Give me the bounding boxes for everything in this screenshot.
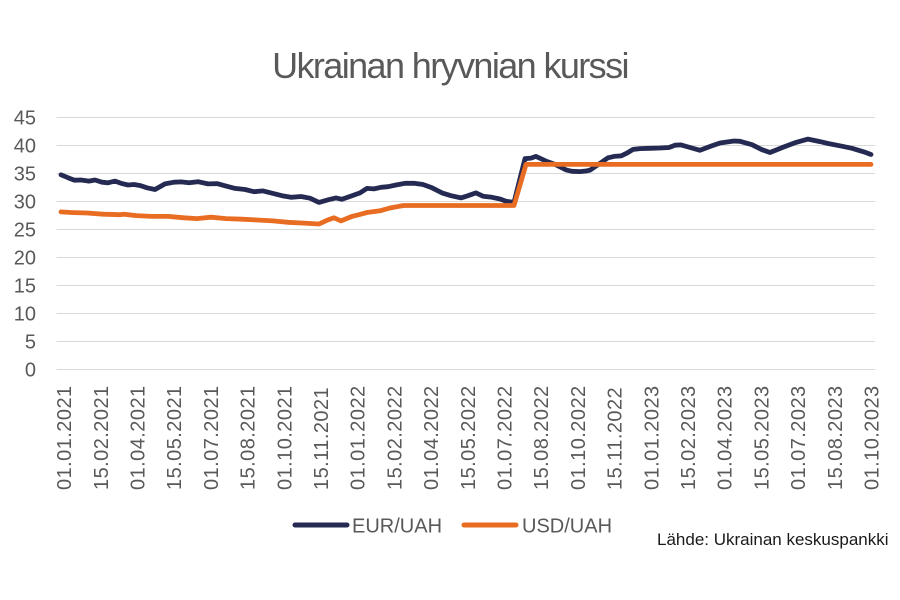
svg-text:15.05.2021: 15.05.2021 [164,385,186,490]
svg-text:15.08.2021: 15.08.2021 [238,385,260,490]
svg-text:15.11.2021: 15.11.2021 [311,387,333,490]
svg-text:5: 5 [25,332,36,354]
svg-text:10: 10 [14,304,36,326]
svg-text:15.02.2021: 15.02.2021 [91,385,113,490]
svg-text:15.05.2023: 15.05.2023 [751,385,773,490]
svg-text:01.04.2023: 01.04.2023 [715,385,737,490]
svg-text:Ukrainan hryvnian kurssi: Ukrainan hryvnian kurssi [272,45,628,86]
svg-text:01.07.2021: 01.07.2021 [201,385,223,490]
svg-text:01.01.2021: 01.01.2021 [54,385,76,490]
svg-text:01.10.2023: 01.10.2023 [862,385,884,490]
svg-text:15.08.2023: 15.08.2023 [825,385,847,490]
svg-text:0: 0 [25,360,36,382]
svg-text:01.01.2023: 01.01.2023 [641,385,663,490]
svg-text:01.04.2021: 01.04.2021 [128,385,150,490]
svg-text:01.07.2023: 01.07.2023 [788,385,810,490]
svg-text:15.08.2022: 15.08.2022 [531,385,553,490]
svg-text:01.10.2022: 01.10.2022 [568,385,590,490]
svg-text:15.05.2022: 15.05.2022 [458,385,480,490]
svg-text:01.01.2022: 01.01.2022 [348,385,370,490]
svg-text:20: 20 [14,248,36,270]
svg-text:15.02.2022: 15.02.2022 [384,385,406,490]
svg-text:35: 35 [14,163,36,185]
svg-text:01.07.2022: 01.07.2022 [495,385,517,490]
svg-text:01.10.2021: 01.10.2021 [274,385,296,490]
svg-text:EUR/UAH: EUR/UAH [352,515,442,537]
svg-text:45: 45 [14,107,36,129]
svg-text:15.02.2023: 15.02.2023 [678,385,700,490]
svg-text:30: 30 [14,192,36,214]
svg-text:15: 15 [14,276,36,298]
svg-text:01.04.2022: 01.04.2022 [421,385,443,490]
svg-text:40: 40 [14,135,36,157]
svg-text:25: 25 [14,220,36,242]
svg-text:USD/UAH: USD/UAH [522,515,612,537]
svg-text:15.11.2022: 15.11.2022 [605,387,627,490]
svg-text:Lähde: Ukrainan keskuspankki: Lähde: Ukrainan keskuspankki [657,530,889,549]
